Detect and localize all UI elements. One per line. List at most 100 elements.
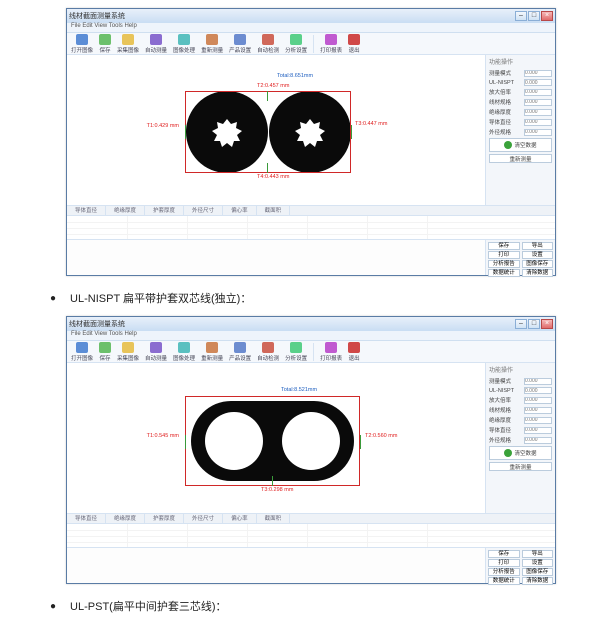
side-row-input[interactable] — [524, 129, 552, 136]
side-row-input[interactable] — [524, 427, 552, 434]
remeasure-button[interactable]: 重新测量 — [489, 154, 552, 163]
toolbar-icon — [262, 34, 274, 45]
toolbar-label: 自动测量 — [145, 46, 167, 54]
toolbar-打开图像[interactable]: 打开图像 — [71, 34, 93, 54]
maximize-button[interactable]: □ — [528, 11, 540, 21]
toolbar-自动检测[interactable]: 自动检测 — [257, 342, 279, 362]
toolbar-保存[interactable]: 保存 — [99, 34, 111, 54]
toolbar-自动测量[interactable]: 自动测量 — [145, 342, 167, 362]
tab-导体直径[interactable]: 导体直径 — [67, 206, 106, 215]
close-button[interactable]: × — [541, 11, 553, 21]
side-row-input[interactable] — [524, 119, 552, 126]
side-row-input[interactable] — [524, 99, 552, 106]
toolbar-重新测量[interactable]: 重新测量 — [201, 342, 223, 362]
bottom-button[interactable]: 打印 — [488, 559, 520, 567]
bottom-row: 保存导出 — [488, 242, 553, 250]
bottom-button[interactable]: 清除数据 — [522, 269, 554, 277]
recycle-button[interactable]: 清空数据 — [489, 446, 552, 460]
recycle-label: 清空数据 — [514, 449, 536, 457]
side-row-input[interactable] — [524, 378, 552, 385]
tab-偏心率[interactable]: 偏心率 — [223, 514, 257, 523]
tab-截面积[interactable]: 截面积 — [257, 514, 291, 523]
toolbar-保存[interactable]: 保存 — [99, 342, 111, 362]
toolbar-label: 图像处理 — [173, 46, 195, 54]
toolbar-icon — [348, 342, 360, 353]
toolbar-产品设置[interactable]: 产品设置 — [229, 342, 251, 362]
side-row-input[interactable] — [524, 437, 552, 444]
toolbar: 打开图像保存采集图像自动测量图像处理重新测量产品设置自动检测分析设置打印报表退出 — [67, 341, 555, 363]
toolbar-产品设置[interactable]: 产品设置 — [229, 34, 251, 54]
recycle-button[interactable]: 清空数据 — [489, 138, 552, 152]
maximize-button[interactable]: □ — [528, 319, 540, 329]
bottom-button[interactable]: 分析报告 — [488, 568, 520, 576]
tab-导体直径[interactable]: 导体直径 — [67, 514, 106, 523]
bottom-row: 打印设置 — [488, 559, 553, 567]
toolbar-分析设置[interactable]: 分析设置 — [285, 342, 307, 362]
toolbar-重新测量[interactable]: 重新测量 — [201, 34, 223, 54]
canvas[interactable]: T1:0.429 mm T2:0.457 mm T3:0.447 mm T4:0… — [67, 55, 485, 205]
bottom-button[interactable]: 数据统计 — [488, 269, 520, 277]
menubar[interactable]: File Edit View Tools Help — [67, 331, 555, 341]
bottom-button[interactable]: 导出 — [522, 242, 554, 250]
side-panel: 功能操作测量模式UL-NISPT放大倍率线材规格绝缘厚度导体直径外径规格清空数据… — [485, 363, 555, 513]
tab-绝缘厚度[interactable]: 绝缘厚度 — [106, 514, 145, 523]
bottom-button[interactable]: 图像保存 — [522, 568, 554, 576]
bottom-button[interactable]: 数据统计 — [488, 577, 520, 585]
side-row-input[interactable] — [524, 397, 552, 404]
side-row-input[interactable] — [524, 407, 552, 414]
bottom-button[interactable]: 分析报告 — [488, 260, 520, 268]
bullet-pst: ● UL-PST(扁平中间护套三芯线)： — [50, 598, 592, 614]
bottom-button[interactable]: 图像保存 — [522, 260, 554, 268]
toolbar-图像处理[interactable]: 图像处理 — [173, 342, 195, 362]
toolbar-icon — [150, 34, 162, 45]
overall-label: Total:8.651mm — [277, 73, 313, 79]
side-row-input[interactable] — [524, 89, 552, 96]
side-row-label: 放大倍率 — [489, 396, 511, 404]
toolbar-打开图像[interactable]: 打开图像 — [71, 342, 93, 362]
bottom-button[interactable]: 设置 — [522, 251, 554, 259]
toolbar-打印报表[interactable]: 打印报表 — [320, 34, 342, 54]
data-grid[interactable] — [67, 523, 555, 547]
toolbar-label: 保存 — [100, 46, 111, 54]
bottom-button[interactable]: 设置 — [522, 559, 554, 567]
menubar[interactable]: File Edit View Tools Help — [67, 23, 555, 33]
side-row-input[interactable] — [524, 79, 552, 86]
tab-护套厚度[interactable]: 护套厚度 — [145, 206, 184, 215]
side-row-input[interactable] — [524, 70, 552, 77]
bottom-right: 保存导出打印设置分析报告图像保存数据统计清除数据 — [485, 548, 555, 583]
data-grid[interactable] — [67, 215, 555, 239]
toolbar-icon — [122, 342, 134, 353]
tab-截面积[interactable]: 截面积 — [257, 206, 291, 215]
side-row: UL-NISPT — [489, 387, 552, 394]
tab-绝缘厚度[interactable]: 绝缘厚度 — [106, 206, 145, 215]
close-button[interactable]: × — [541, 319, 553, 329]
toolbar-分析设置[interactable]: 分析设置 — [285, 34, 307, 54]
toolbar-自动测量[interactable]: 自动测量 — [145, 34, 167, 54]
tab-偏心率[interactable]: 偏心率 — [223, 206, 257, 215]
tab-护套厚度[interactable]: 护套厚度 — [145, 514, 184, 523]
side-row-input[interactable] — [524, 417, 552, 424]
bottom-button[interactable]: 导出 — [522, 550, 554, 558]
toolbar-label: 产品设置 — [229, 354, 251, 362]
toolbar-自动检测[interactable]: 自动检测 — [257, 34, 279, 54]
canvas[interactable]: T1:0.545 mm T3:0.298 mm T2:0.560 mm Tota… — [67, 363, 485, 513]
toolbar-退出[interactable]: 退出 — [348, 342, 360, 362]
bottom-button[interactable]: 保存 — [488, 550, 520, 558]
remeasure-button[interactable]: 重新测量 — [489, 462, 552, 471]
toolbar-退出[interactable]: 退出 — [348, 34, 360, 54]
bottom-button[interactable]: 清除数据 — [522, 577, 554, 585]
toolbar-采集图像[interactable]: 采集图像 — [117, 34, 139, 54]
side-row: 外径规格 — [489, 436, 552, 444]
side-row-label: UL-NISPT — [489, 80, 514, 86]
toolbar-采集图像[interactable]: 采集图像 — [117, 342, 139, 362]
side-row-input[interactable] — [524, 109, 552, 116]
side-row-input[interactable] — [524, 387, 552, 394]
tab-外径尺寸[interactable]: 外径尺寸 — [184, 206, 223, 215]
bottom-button[interactable]: 打印 — [488, 251, 520, 259]
bottom-button[interactable]: 保存 — [488, 242, 520, 250]
toolbar-图像处理[interactable]: 图像处理 — [173, 34, 195, 54]
tab-外径尺寸[interactable]: 外径尺寸 — [184, 514, 223, 523]
toolbar-打印报表[interactable]: 打印报表 — [320, 342, 342, 362]
minimize-button[interactable]: – — [515, 11, 527, 21]
minimize-button[interactable]: – — [515, 319, 527, 329]
